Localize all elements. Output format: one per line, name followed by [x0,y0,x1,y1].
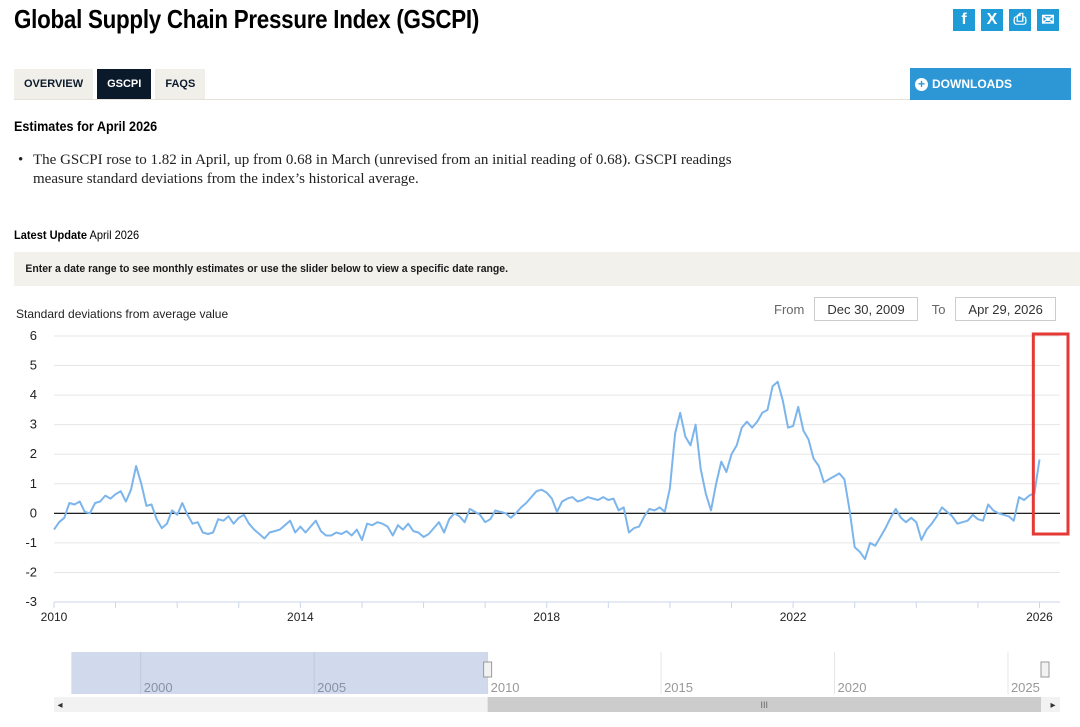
nav-left-handle[interactable] [483,661,493,678]
scroll-right-icon[interactable]: ▸ [1050,700,1055,711]
facebook-icon[interactable]: f [953,9,975,31]
from-label: From [774,301,805,317]
y-tick-label: 5 [30,358,37,373]
range-navigator[interactable]: 2000 2005 2010 2015 2020 2025 ◂ ▸ III [0,648,1080,727]
tab-gscpi[interactable]: GSCPI [97,69,152,99]
x-tick-label: 2026 [1026,610,1053,624]
y-tick-label: -2 [25,564,37,579]
nav-year-label: 2000 [144,680,173,695]
tab-divider [14,99,1070,100]
latest-update-value: April 2026 [89,228,140,242]
x-twitter-icon[interactable]: X [981,9,1003,31]
gscpi-series-line [53,380,1041,561]
downloads-button[interactable]: + DOWNLOADS [910,68,1071,100]
x-tick-label: 2022 [780,610,807,624]
y-tick-label: -3 [25,594,37,609]
x-tick-label: 2018 [533,610,560,624]
nav-scrollbar-thumb[interactable] [487,697,1041,712]
nav-year-label: 2010 [491,680,520,695]
y-tick-label: 0 [30,505,37,520]
range-note-bar: Enter a date range to see monthly estima… [14,252,1080,286]
gscpi-chart[interactable]: -3 -2 -1 0 1 2 3 4 5 6 2010 2014 2018 2022 2026 [0,325,1080,627]
y-tick-label: 2 [30,446,37,461]
range-note: Enter a date range to see monthly estima… [25,263,509,275]
tab-bar: OVERVIEW GSCPI FAQS [14,69,206,99]
downloads-label: DOWNLOADS [932,77,1012,91]
tab-overview[interactable]: OVERVIEW [14,69,94,99]
scroll-left-icon[interactable]: ◂ [57,700,62,711]
latest-update-label: Latest Update [14,228,88,242]
share-toolbar: f X ⎙ ✉ [953,9,1059,31]
x-tick-label: 2010 [41,610,68,624]
y-tick-label: 4 [30,387,37,402]
y-tick-label: 6 [30,328,37,343]
nav-year-label: 2025 [1011,680,1040,695]
to-label: To [931,301,946,317]
nav-year-label: 2020 [838,680,867,695]
nav-selected-range [71,652,488,694]
page-title: Global Supply Chain Pressure Index (GSCP… [14,4,480,34]
nav-year-label: 2015 [664,680,693,695]
scroll-grip-icon: III [761,700,769,710]
estimates-heading: Estimates for April 2026 [14,118,158,134]
y-tick-label: 3 [30,417,37,432]
nav-right-handle[interactable] [1040,661,1050,678]
y-tick-label: 1 [30,476,37,491]
estimate-bullet: • The GSCPI rose to 1.82 in April, up fr… [18,151,778,189]
email-icon[interactable]: ✉ [1037,9,1059,31]
highlight-box [1031,332,1070,536]
y-tick-label: -1 [25,535,37,550]
from-date-input[interactable]: Dec 30, 2009 [814,297,918,321]
tab-faqs[interactable]: FAQS [155,69,206,99]
estimate-text: The GSCPI rose to 1.82 in April, up from… [33,152,732,187]
print-icon[interactable]: ⎙ [1009,9,1031,31]
nav-year-label: 2005 [317,680,346,695]
latest-update: Latest Update April 2026 [14,228,139,242]
date-range-selector: From Dec 30, 2009 To Apr 29, 2026 [774,297,1056,321]
x-tick-label: 2014 [287,610,314,624]
bullet-icon: • [18,152,24,168]
y-axis-label: Standard deviations from average value [16,307,229,321]
to-date-input[interactable]: Apr 29, 2026 [955,297,1056,321]
plus-circle-icon: + [915,77,928,91]
